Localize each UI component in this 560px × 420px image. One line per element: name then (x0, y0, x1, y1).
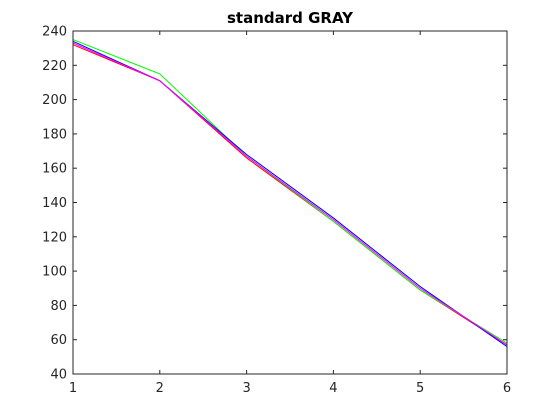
y-tick-label: 40 (50, 368, 67, 383)
series-line-2 (72, 39, 508, 344)
x-tick-label: 2 (156, 381, 164, 396)
tick-layer: 1 2 3 4 5 6 40 60 80 100 120 140 160 180 200 220 240 (42, 25, 511, 397)
y-tick-label: 100 (42, 265, 67, 280)
y-tick-label: 220 (42, 59, 67, 74)
x-tick-label: 1 (69, 381, 77, 396)
x-tick-label: 6 (503, 381, 511, 396)
y-tick-label: 120 (42, 230, 67, 245)
chart-title: standard GRAY (227, 9, 354, 27)
y-tick-label: 180 (42, 127, 67, 142)
y-tick-label: 200 (42, 93, 67, 108)
x-tick-label: 4 (329, 381, 337, 396)
series-line-4 (72, 42, 508, 346)
x-tick-label: 3 (242, 381, 250, 396)
axes-background (73, 31, 507, 374)
y-tick-label: 240 (42, 25, 67, 40)
y-tick-label: 60 (50, 333, 67, 348)
series-layer (72, 39, 508, 347)
x-tick-label: 5 (416, 381, 424, 396)
y-tick-label: 80 (50, 299, 67, 314)
y-tick-label: 160 (42, 162, 67, 177)
y-tick-label: 140 (42, 196, 67, 211)
